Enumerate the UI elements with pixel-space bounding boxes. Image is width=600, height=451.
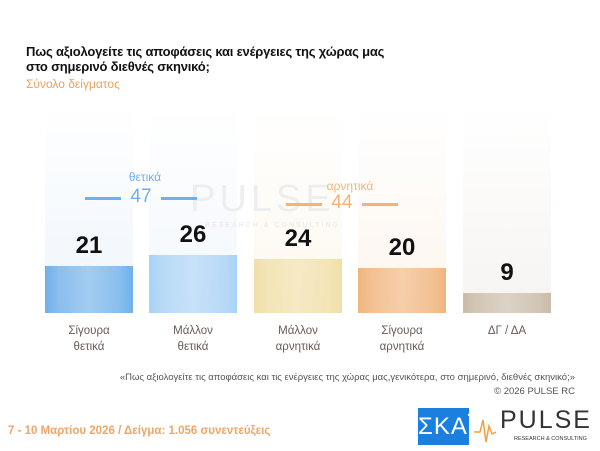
- question-text: «Πως αξιολογείτε τις αποφάσεις και τις ε…: [119, 372, 575, 383]
- skai-logo: ΣΚΑΪ: [418, 408, 475, 445]
- category-label: Μάλλον αρνητικά: [254, 323, 342, 355]
- footnote: «Πως αξιολογείτε τις αποφάσεις και τις ε…: [120, 371, 575, 399]
- pulse-logo-sub: RESEARCH & CONSULTING: [514, 436, 587, 442]
- pulse-heartbeat-icon: [474, 419, 497, 443]
- value-label: 26: [179, 220, 207, 248]
- pulse-logo-text: PULSE: [500, 406, 592, 434]
- category-label: ΔΓ / ΔΑ: [463, 323, 551, 339]
- value-label: 20: [388, 234, 416, 262]
- value-label: 24: [284, 225, 312, 253]
- bar: [45, 265, 133, 313]
- category-label: Μάλλον θετικά: [149, 323, 237, 355]
- category-label-line: Μάλλον: [173, 325, 213, 337]
- category-label-line: θετικά: [177, 341, 209, 353]
- value-label: 9: [500, 258, 514, 286]
- group-total-positive: 47: [130, 186, 152, 207]
- group-line-negative-right: [362, 203, 398, 206]
- group-label-positive: θετικά: [128, 170, 162, 184]
- group-line-positive-right: [161, 197, 197, 200]
- watermark-sub: RESEARCH & CONSULTING: [205, 222, 340, 229]
- group-total-negative: 44: [331, 192, 353, 213]
- category-label-line: αρνητικά: [275, 341, 321, 353]
- category-label: Σίγουρα θετικά: [45, 323, 133, 355]
- bar: [254, 259, 342, 313]
- group-label-negative: αρνητικά: [326, 179, 374, 193]
- category-label-line: θετικά: [73, 341, 105, 353]
- category-label-line: Σίγουρα: [381, 325, 423, 337]
- category-label-line: αρνητικά: [379, 341, 425, 353]
- category-label-line: Σίγουρα: [68, 325, 110, 337]
- title-line-2: στο σημερινό διεθνές σκηνικό;: [26, 59, 210, 74]
- column-panel: [463, 105, 551, 313]
- bar: [358, 268, 446, 313]
- date-sample: 7 - 10 Μαρτίου 2026 / Δείγμα: 1.056 συνε…: [8, 425, 271, 437]
- bar: [149, 254, 237, 313]
- pulse-logo: PULSE RESEARCH & CONSULTING: [474, 406, 596, 446]
- bar: [463, 292, 551, 313]
- chart-subtitle: Σύνολο δείγματος: [26, 77, 120, 91]
- copyright: © 2026 PULSE RC: [494, 386, 575, 397]
- title-line-1: Πως αξιολογείτε τις αποφάσεις και ενέργε…: [26, 44, 385, 59]
- category-label: Σίγουρα αρνητικά: [358, 323, 446, 355]
- chart-title: Πως αξιολογείτε τις αποφάσεις και ενέργε…: [26, 44, 384, 74]
- category-label-line: Μάλλον: [278, 325, 318, 337]
- watermark: PULSE: [190, 178, 335, 220]
- category-label-line: ΔΓ / ΔΑ: [487, 325, 527, 337]
- value-label: 21: [75, 231, 103, 259]
- group-line-negative-left: [286, 203, 322, 206]
- group-line-positive-left: [85, 197, 121, 200]
